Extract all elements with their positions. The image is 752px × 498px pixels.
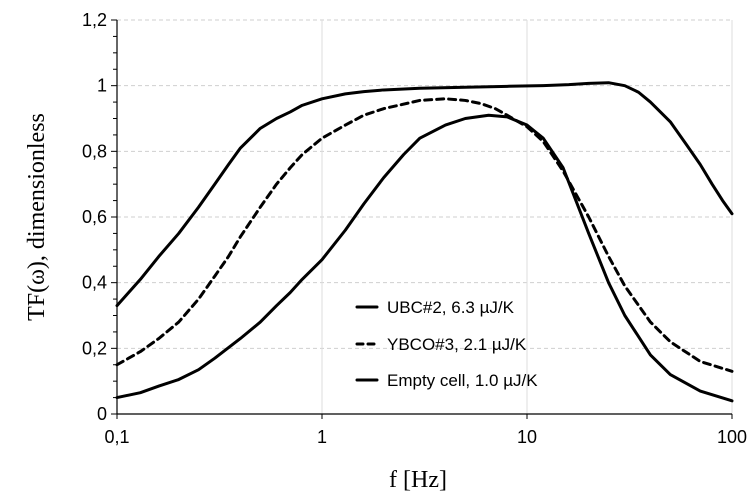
y-tick-label-5: 1	[97, 76, 107, 96]
x-tick-label-3: 100	[717, 427, 747, 447]
legend-label-empty-cell: Empty cell, 1.0 µJ/K	[387, 371, 538, 390]
x-axis-label: f [Hz]	[389, 467, 447, 493]
y-tick-label-0: 0	[97, 404, 107, 424]
y-tick-label-4: 0,8	[82, 141, 107, 161]
y-tick-label-3: 0,6	[82, 207, 107, 227]
grid	[117, 19, 733, 414]
legend-label-ybco3: YBCO#3, 2.1 µJ/K	[387, 335, 527, 354]
legend-label-ubc2: UBC#2, 6.3 µJ/K	[387, 298, 515, 317]
series-line-empty-cell	[115, 113, 734, 403]
y-tick-label-1: 0,2	[82, 338, 107, 358]
series-lines	[115, 81, 734, 403]
legend: UBC#2, 6.3 µJ/K YBCO#3, 2.1 µJ/K Empty c…	[355, 298, 538, 390]
y-tick-label-2: 0,4	[82, 273, 107, 293]
axes	[111, 19, 733, 419]
series-line-ybco3	[115, 97, 734, 373]
x-tick-label-2: 10	[517, 427, 537, 447]
x-tick-label-1: 1	[317, 427, 327, 447]
series-line-ubc2	[115, 81, 734, 308]
y-axis-label: TF(ω), dimensionless	[24, 113, 50, 321]
x-tick-label-0: 0,1	[104, 427, 129, 447]
y-tick-label-6: 1,2	[82, 10, 107, 30]
tick-labels: 0 0,2 0,4 0,6 0,8 1 1,2 0,1 1 10 100	[82, 10, 747, 447]
